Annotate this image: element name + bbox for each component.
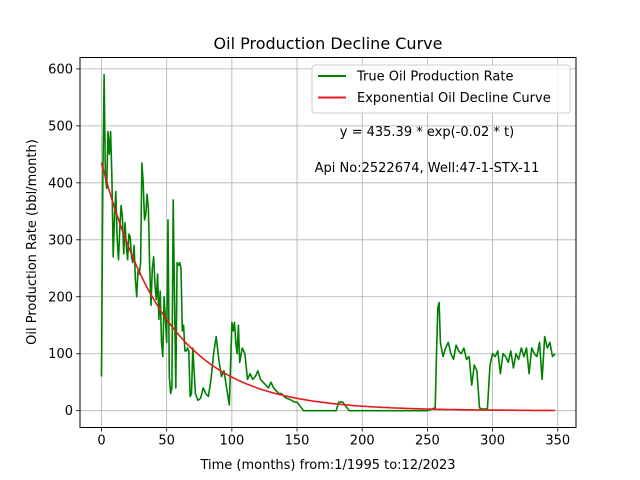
legend-box xyxy=(311,64,571,114)
plot-frame xyxy=(79,57,577,428)
y-tick-label: 600 xyxy=(48,62,73,77)
y-axis-label: Oil Production Rate (bbl/month) xyxy=(25,139,40,345)
x-tick-label: 50 xyxy=(158,434,175,449)
y-tick-label: 200 xyxy=(48,290,73,305)
axis-ticks: 0 50 100 150 200 250 300 350 0 100 200 300 400 500 600 xyxy=(48,62,570,448)
x-tick-label: 150 xyxy=(285,434,310,449)
y-tick-label: 0 xyxy=(65,404,73,419)
x-axis-label: Time (months) from:1/1995 to:12/2023 xyxy=(199,458,455,473)
x-tick-label: 0 xyxy=(97,434,105,449)
plot-area xyxy=(100,73,556,412)
y-tick-label: 300 xyxy=(48,233,73,248)
legend: True Oil Production Rate Exponential Oil… xyxy=(311,64,571,114)
y-tick-label: 500 xyxy=(48,119,73,134)
series-exponential-decline-line xyxy=(100,162,556,412)
chart-title: Oil Production Decline Curve xyxy=(214,34,443,53)
x-tick-label: 200 xyxy=(350,434,375,449)
x-tick-label: 300 xyxy=(480,434,505,449)
x-tick-label: 350 xyxy=(545,434,570,449)
x-tick-label: 250 xyxy=(415,434,440,449)
x-tick-label: 100 xyxy=(219,434,244,449)
legend-label-decline-curve: Exponential Oil Decline Curve xyxy=(357,91,551,106)
equation-annotation: y = 435.39 * exp(-0.02 * t) xyxy=(340,125,514,140)
y-tick-label: 400 xyxy=(48,176,73,191)
y-tick-label: 100 xyxy=(48,347,73,362)
legend-label-true-rate: True Oil Production Rate xyxy=(356,70,513,85)
well-annotation: Api No:2522674, Well:47-1-STX-11 xyxy=(315,161,540,176)
